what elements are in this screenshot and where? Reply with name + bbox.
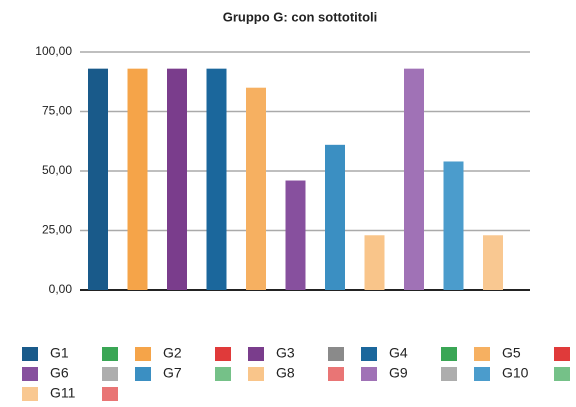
y-tick-label: 25,00 <box>42 223 72 237</box>
legend-swatch <box>135 347 151 361</box>
legend-extra-swatch <box>215 347 231 361</box>
legend-swatch <box>22 367 38 381</box>
legend-label: G7 <box>163 365 182 381</box>
legend-extra-swatch <box>554 367 570 381</box>
bar <box>167 68 187 290</box>
y-tick-label: 100,00 <box>35 44 72 58</box>
bar <box>404 68 424 290</box>
legend-swatch <box>248 367 264 381</box>
legend-swatch <box>361 367 377 381</box>
legend-label: G5 <box>502 345 521 361</box>
y-tick-label: 0,00 <box>49 282 73 296</box>
legend-swatch <box>474 367 490 381</box>
bar <box>206 68 227 290</box>
legend-swatch <box>22 347 38 361</box>
legend-swatch <box>248 347 264 361</box>
legend-label: G4 <box>389 345 408 361</box>
bar <box>483 235 503 290</box>
bar <box>127 68 148 290</box>
bar <box>443 161 464 290</box>
legend-label: G3 <box>276 345 295 361</box>
legend-swatch <box>474 347 490 361</box>
legend-extra-swatch <box>102 387 118 401</box>
bar <box>246 87 266 290</box>
bar <box>285 180 306 290</box>
chart-title: Gruppo G: con sottotitoli <box>223 9 378 24</box>
legend-label: G9 <box>389 365 408 381</box>
y-tick-label: 75,00 <box>42 104 72 118</box>
bar <box>88 68 108 290</box>
legend-extra-swatch <box>554 347 570 361</box>
y-tick-label: 50,00 <box>42 163 72 177</box>
legend-swatch <box>135 367 151 381</box>
legend-label: G6 <box>50 365 69 381</box>
legend-extra-swatch <box>328 367 344 381</box>
legend-extra-swatch <box>102 367 118 381</box>
legend-extra-swatch <box>102 347 118 361</box>
bar <box>364 235 385 290</box>
legend-extra-swatch <box>441 367 457 381</box>
legend-extra-swatch <box>215 367 231 381</box>
bar <box>325 144 345 290</box>
legend-swatch <box>361 347 377 361</box>
legend-extra-swatch <box>441 347 457 361</box>
legend-label: G2 <box>163 345 182 361</box>
legend-label: G11 <box>50 385 76 401</box>
legend-label: G1 <box>50 345 69 361</box>
legend-label: G8 <box>276 365 295 381</box>
legend-label: G10 <box>502 365 529 381</box>
legend-swatch <box>22 387 38 401</box>
legend-extra-swatch <box>328 347 344 361</box>
